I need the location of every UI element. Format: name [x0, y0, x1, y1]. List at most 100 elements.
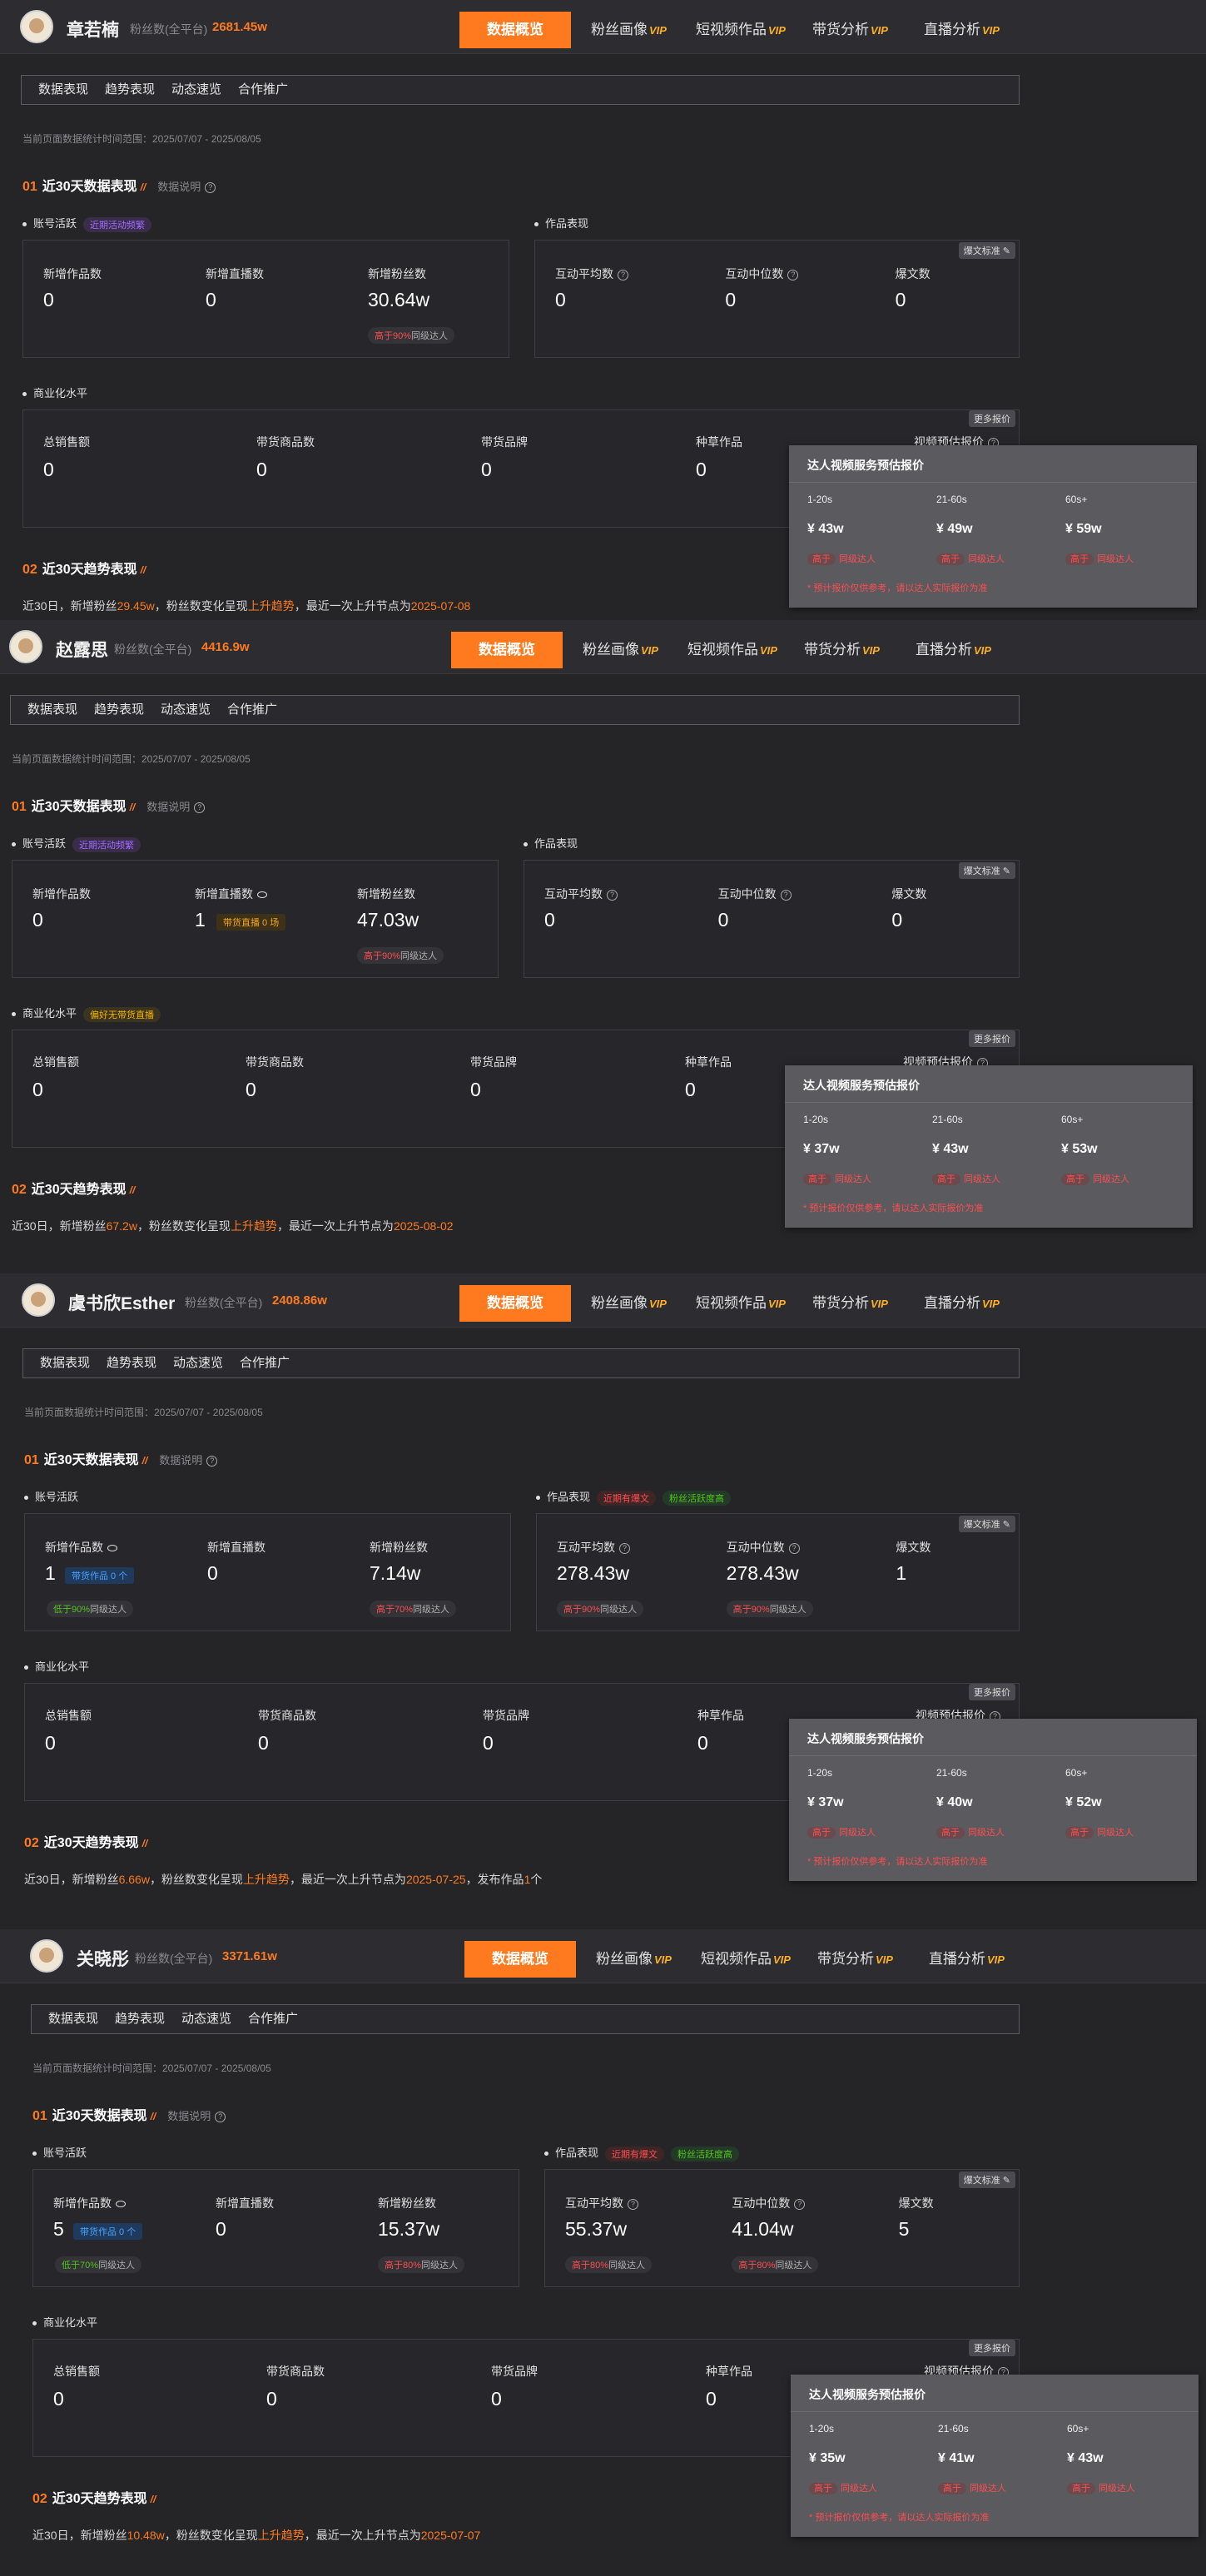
- tab-live[interactable]: 直播分析 VIP: [929, 1941, 1005, 1978]
- subnav-item-trend[interactable]: 趋势表现: [107, 1356, 157, 1370]
- subnav-item-trend[interactable]: 趋势表现: [115, 2012, 166, 2026]
- subnav-item-feed[interactable]: 动态速览: [173, 1356, 224, 1370]
- account-label: 账号活跃: [22, 837, 67, 850]
- more-quotes-button[interactable]: 更多报价: [969, 410, 1015, 427]
- more-quotes-button[interactable]: 更多报价: [969, 1684, 1015, 1700]
- subnav-item-trend[interactable]: 趋势表现: [94, 702, 145, 717]
- help-icon[interactable]: ?: [780, 889, 792, 901]
- data-note-link[interactable]: 数据说明?: [167, 2110, 226, 2123]
- section-01-title: 01 近30天数据表现// 数据说明?: [32, 2104, 226, 2124]
- tab-live[interactable]: 直播分析 VIP: [924, 12, 1000, 48]
- help-icon[interactable]: ?: [607, 889, 618, 901]
- quote-peer-label: 同级达人: [968, 1828, 1005, 1838]
- help-icon[interactable]: ?: [215, 2112, 226, 2123]
- tab-goods[interactable]: 带货分析 VIP: [817, 1941, 893, 1978]
- hot-standard-button[interactable]: 爆文标准 ✎: [958, 242, 1015, 259]
- section-number: 01: [32, 2109, 47, 2123]
- avatar[interactable]: [30, 1939, 63, 1973]
- tab-goods[interactable]: 带货分析 VIP: [804, 632, 880, 668]
- creator-name: 关晓彤: [77, 1950, 129, 1969]
- avatar[interactable]: [9, 630, 42, 663]
- subnav-item-promotion[interactable]: 合作推广: [240, 1356, 290, 1370]
- metric-value: 1: [896, 1562, 907, 1584]
- quote-value: ¥ 37w: [803, 1142, 840, 1156]
- section-title: 近30天趋势表现: [31, 1183, 127, 1197]
- edit-icon: ✎: [1000, 866, 1010, 876]
- tab-overview[interactable]: 数据概览: [459, 12, 571, 48]
- metric-value: 0: [491, 2388, 502, 2410]
- commerce-heading: 商业化水平: [32, 2314, 97, 2330]
- metric-value: 0: [43, 459, 54, 480]
- account-card: 新增作品数 5 新增直播数 0 新增粉丝数 15.37w 带货作品 0 个低于70%同级达人…: [32, 2169, 519, 2287]
- metric-label: 互动平均数?: [544, 886, 618, 902]
- tab-video[interactable]: 短视频作品 VIP: [696, 1285, 786, 1322]
- sub-nav: 数据表现 趋势表现 动态速览 合作推广: [31, 2004, 1020, 2034]
- tab-fans[interactable]: 粉丝画像 VIP: [596, 1941, 672, 1978]
- tab-fans[interactable]: 粉丝画像 VIP: [591, 1285, 667, 1322]
- quote-column: 60s+ ¥ 59w 高于 同级达人: [1065, 494, 1190, 565]
- help-icon[interactable]: ?: [206, 1456, 218, 1467]
- quote-column: 21-60s ¥ 49w 高于 同级达人: [936, 494, 1061, 565]
- subnav-item-performance[interactable]: 数据表现: [38, 82, 89, 97]
- help-icon[interactable]: ?: [619, 1542, 630, 1554]
- eye-icon[interactable]: [116, 2201, 126, 2208]
- subnav-item-feed[interactable]: 动态速览: [171, 82, 222, 97]
- tab-live-label: 直播分析: [916, 642, 972, 658]
- tab-fans[interactable]: 粉丝画像 VIP: [583, 632, 658, 668]
- avatar[interactable]: [22, 1283, 55, 1317]
- more-quotes-button[interactable]: 更多报价: [969, 1030, 1015, 1047]
- data-note-link[interactable]: 数据说明?: [157, 181, 216, 194]
- metric-name: 互动平均数: [565, 2196, 623, 2210]
- avatar[interactable]: [20, 10, 53, 43]
- peer-comparison: 低于70%同级达人: [55, 2256, 142, 2273]
- help-icon[interactable]: ?: [205, 182, 216, 194]
- data-note-link[interactable]: 数据说明?: [146, 801, 206, 814]
- tab-video-label: 短视频作品: [701, 1951, 772, 1967]
- popup-note: * 预计报价仅供参考，请以达人实际报价为准: [809, 2513, 990, 2523]
- popup-title: 达人视频服务预估报价: [803, 1079, 920, 1092]
- tab-fans[interactable]: 粉丝画像 VIP: [591, 12, 667, 48]
- section-02-title: 02 近30天趋势表现//: [12, 1178, 135, 1198]
- subnav-item-trend[interactable]: 趋势表现: [105, 82, 156, 97]
- help-icon[interactable]: ?: [618, 269, 628, 280]
- subnav-item-promotion[interactable]: 合作推广: [227, 702, 278, 717]
- hot-standard-button[interactable]: 爆文标准 ✎: [958, 2171, 1015, 2188]
- subnav-item-promotion[interactable]: 合作推广: [238, 82, 289, 97]
- subnav-item-feed[interactable]: 动态速览: [161, 702, 211, 717]
- tab-overview[interactable]: 数据概览: [464, 1941, 576, 1978]
- quote-value: ¥ 59w: [1065, 522, 1102, 536]
- tab-live[interactable]: 直播分析 VIP: [924, 1285, 1000, 1322]
- tab-live[interactable]: 直播分析 VIP: [916, 632, 991, 668]
- data-note-link[interactable]: 数据说明?: [159, 1454, 218, 1467]
- works-card: 互动平均数? 0 互动中位数? 0 爆文数 0 爆文标准 ✎: [534, 240, 1020, 358]
- metric-name: 互动中位数: [726, 1541, 785, 1554]
- hot-standard-button[interactable]: 爆文标准 ✎: [958, 862, 1015, 879]
- help-icon[interactable]: ?: [794, 2198, 806, 2210]
- tab-goods[interactable]: 带货分析 VIP: [812, 1285, 888, 1322]
- subnav-item-feed[interactable]: 动态速览: [181, 2012, 232, 2026]
- tab-video[interactable]: 短视频作品 VIP: [701, 1941, 791, 1978]
- comparison-direction: 高于: [563, 1605, 582, 1615]
- help-icon[interactable]: ?: [628, 2198, 638, 2210]
- tab-overview[interactable]: 数据概览: [459, 1285, 571, 1322]
- hot-standard-button[interactable]: 爆文标准 ✎: [958, 1516, 1015, 1532]
- more-quotes-button[interactable]: 更多报价: [969, 2340, 1015, 2356]
- subnav-item-performance[interactable]: 数据表现: [40, 1356, 91, 1370]
- metric-name: 新增粉丝数: [370, 1541, 428, 1554]
- eye-icon[interactable]: [257, 891, 267, 899]
- quote-value: ¥ 40w: [936, 1795, 973, 1809]
- tab-goods[interactable]: 带货分析 VIP: [812, 12, 888, 48]
- tab-video[interactable]: 短视频作品 VIP: [687, 632, 777, 668]
- date-range: 当前页面数据统计时间范围：2025/07/07 - 2025/08/05: [22, 133, 261, 145]
- tab-overview-label: 数据概览: [492, 1951, 548, 1967]
- help-icon[interactable]: ?: [788, 1542, 800, 1554]
- tab-overview[interactable]: 数据概览: [451, 632, 563, 668]
- subnav-item-promotion[interactable]: 合作推广: [248, 2012, 299, 2026]
- eye-icon[interactable]: [107, 1545, 117, 1552]
- help-icon[interactable]: ?: [194, 802, 206, 814]
- subnav-item-performance[interactable]: 数据表现: [48, 2012, 99, 2026]
- help-icon[interactable]: ?: [787, 269, 799, 280]
- tab-video[interactable]: 短视频作品 VIP: [696, 12, 786, 48]
- subnav-item-performance[interactable]: 数据表现: [27, 702, 78, 717]
- section-title: 近30天数据表现: [31, 800, 127, 814]
